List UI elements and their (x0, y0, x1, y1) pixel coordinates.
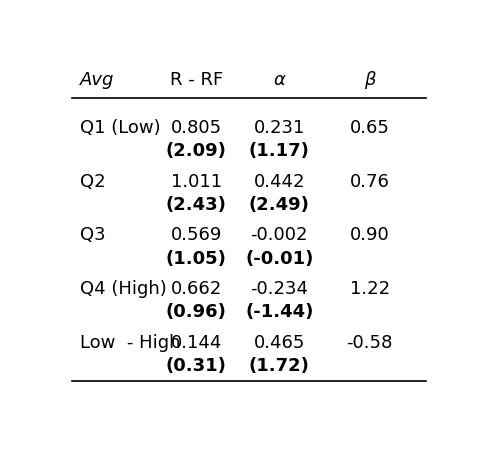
Text: (1.17): (1.17) (249, 141, 310, 159)
Text: -0.58: -0.58 (347, 333, 393, 352)
Text: (0.31): (0.31) (166, 356, 227, 375)
Text: (2.49): (2.49) (249, 195, 310, 213)
Text: (-0.01): (-0.01) (245, 249, 313, 267)
Text: 1.22: 1.22 (349, 280, 390, 298)
Text: 0.231: 0.231 (254, 118, 305, 136)
Text: α: α (273, 71, 285, 89)
Text: (0.96): (0.96) (166, 302, 227, 321)
Text: Low  - High: Low - High (80, 333, 180, 352)
Text: 0.442: 0.442 (254, 172, 305, 190)
Text: -0.234: -0.234 (250, 280, 308, 298)
Text: 1.011: 1.011 (171, 172, 222, 190)
Text: 0.65: 0.65 (349, 118, 390, 136)
Text: 0.465: 0.465 (254, 333, 305, 352)
Text: β: β (364, 71, 375, 89)
Text: Q4 (High): Q4 (High) (80, 280, 166, 298)
Text: (1.05): (1.05) (166, 249, 227, 267)
Text: -0.002: -0.002 (250, 226, 308, 244)
Text: Avg: Avg (80, 71, 114, 89)
Text: 0.90: 0.90 (350, 226, 389, 244)
Text: R - RF: R - RF (170, 71, 223, 89)
Text: Q3: Q3 (80, 226, 105, 244)
Text: Q2: Q2 (80, 172, 105, 190)
Text: 0.662: 0.662 (171, 280, 222, 298)
Text: Q1 (Low): Q1 (Low) (80, 118, 160, 136)
Text: 0.805: 0.805 (171, 118, 222, 136)
Text: 0.569: 0.569 (171, 226, 222, 244)
Text: (1.72): (1.72) (249, 356, 310, 375)
Text: 0.144: 0.144 (171, 333, 222, 352)
Text: (-1.44): (-1.44) (245, 302, 313, 321)
Text: 0.76: 0.76 (349, 172, 390, 190)
Text: (2.43): (2.43) (166, 195, 227, 213)
Text: (2.09): (2.09) (166, 141, 227, 159)
